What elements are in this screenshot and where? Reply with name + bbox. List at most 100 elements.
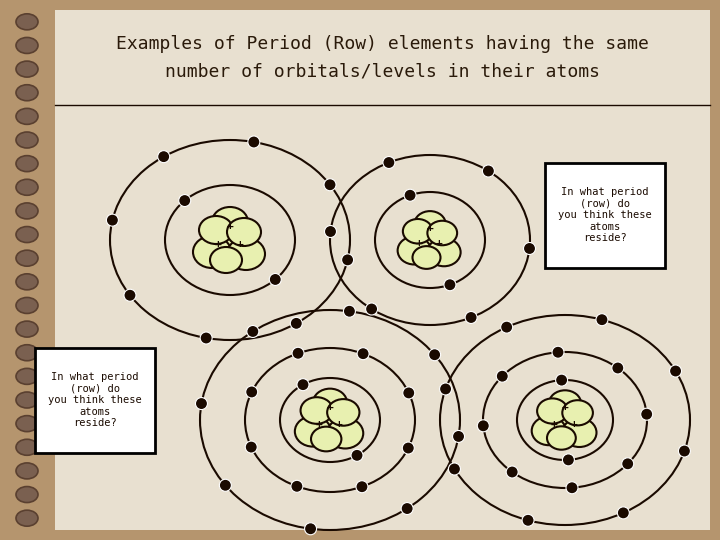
Ellipse shape [428, 221, 457, 245]
Ellipse shape [428, 238, 461, 266]
Circle shape [220, 480, 231, 491]
Ellipse shape [16, 510, 38, 526]
Circle shape [246, 386, 258, 398]
Ellipse shape [397, 237, 431, 265]
Ellipse shape [313, 389, 347, 417]
Ellipse shape [413, 246, 441, 269]
Ellipse shape [16, 345, 38, 361]
Circle shape [366, 303, 377, 315]
Ellipse shape [210, 247, 242, 273]
Ellipse shape [16, 132, 38, 148]
Text: +: + [215, 239, 221, 249]
Ellipse shape [227, 218, 261, 246]
Ellipse shape [16, 61, 38, 77]
Ellipse shape [16, 179, 38, 195]
Ellipse shape [410, 224, 449, 256]
Text: +: + [315, 419, 322, 429]
Circle shape [562, 454, 575, 466]
Circle shape [305, 523, 317, 535]
Circle shape [343, 305, 356, 317]
Text: Examples of Period (Row) elements having the same: Examples of Period (Row) elements having… [116, 35, 649, 53]
Circle shape [566, 482, 578, 494]
Circle shape [290, 318, 302, 329]
Ellipse shape [16, 203, 38, 219]
Circle shape [500, 321, 513, 333]
Circle shape [246, 441, 257, 453]
Ellipse shape [16, 368, 38, 384]
Circle shape [269, 273, 282, 286]
Ellipse shape [531, 416, 566, 445]
Ellipse shape [549, 390, 581, 417]
Circle shape [453, 430, 464, 442]
Circle shape [596, 314, 608, 326]
Circle shape [248, 136, 260, 148]
Text: +: + [551, 418, 557, 429]
Ellipse shape [537, 399, 567, 423]
Circle shape [444, 279, 456, 291]
Circle shape [383, 157, 395, 168]
Ellipse shape [16, 487, 38, 503]
Circle shape [506, 466, 518, 478]
Circle shape [356, 481, 368, 492]
Ellipse shape [327, 399, 359, 426]
Circle shape [482, 165, 495, 177]
Circle shape [428, 349, 441, 361]
Text: +: + [427, 222, 433, 233]
Circle shape [357, 348, 369, 360]
Circle shape [292, 347, 304, 359]
Text: +: + [227, 221, 233, 231]
Ellipse shape [545, 404, 585, 436]
Circle shape [179, 194, 191, 206]
Text: +: + [237, 239, 243, 249]
Text: +: + [436, 239, 442, 248]
Ellipse shape [327, 418, 364, 449]
Circle shape [401, 503, 413, 515]
Ellipse shape [16, 298, 38, 313]
Circle shape [200, 332, 212, 344]
Ellipse shape [16, 463, 38, 479]
Circle shape [522, 514, 534, 526]
Circle shape [351, 449, 363, 461]
Text: In what period
(row) do
you think these
atoms
reside?: In what period (row) do you think these … [558, 187, 652, 243]
Circle shape [297, 379, 309, 390]
Ellipse shape [562, 418, 596, 447]
Ellipse shape [16, 37, 38, 53]
Circle shape [523, 242, 536, 254]
Ellipse shape [16, 250, 38, 266]
Circle shape [556, 374, 567, 386]
Circle shape [496, 370, 508, 382]
Circle shape [621, 458, 634, 470]
Ellipse shape [547, 426, 576, 450]
Ellipse shape [16, 439, 38, 455]
Ellipse shape [16, 392, 38, 408]
Ellipse shape [311, 427, 341, 451]
Ellipse shape [208, 222, 252, 258]
Circle shape [552, 346, 564, 358]
Ellipse shape [212, 207, 248, 237]
Circle shape [324, 179, 336, 191]
Ellipse shape [562, 400, 593, 426]
Circle shape [641, 408, 653, 420]
Circle shape [195, 397, 207, 409]
Ellipse shape [16, 321, 38, 337]
Ellipse shape [16, 156, 38, 172]
Circle shape [670, 365, 682, 377]
Circle shape [402, 442, 414, 454]
Ellipse shape [199, 216, 233, 244]
Circle shape [247, 326, 259, 338]
Circle shape [341, 254, 354, 266]
Text: +: + [562, 402, 568, 413]
Ellipse shape [309, 403, 351, 437]
Ellipse shape [295, 416, 331, 447]
Ellipse shape [16, 85, 38, 101]
Ellipse shape [16, 14, 38, 30]
Bar [545, 163, 665, 267]
Circle shape [402, 387, 415, 399]
Ellipse shape [16, 274, 38, 290]
Circle shape [107, 214, 118, 226]
Ellipse shape [403, 219, 433, 244]
Text: +: + [571, 418, 577, 429]
Text: In what period
(row) do
you think these
atoms
reside?: In what period (row) do you think these … [48, 372, 142, 428]
Circle shape [124, 289, 136, 301]
Text: +: + [327, 402, 333, 411]
